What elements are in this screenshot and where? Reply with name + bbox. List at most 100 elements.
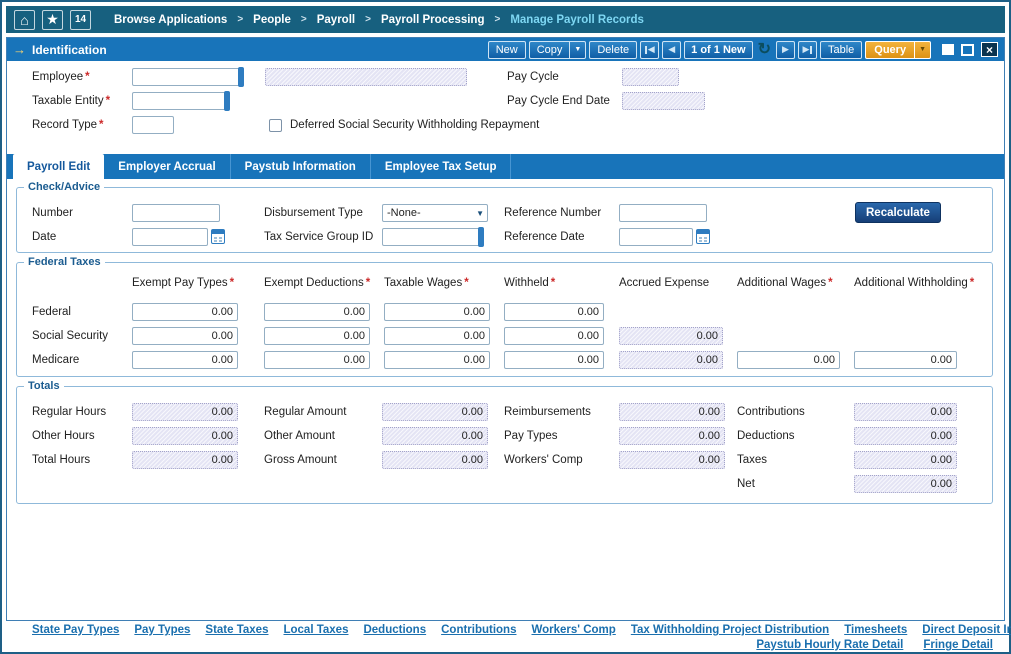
delete-button[interactable]: Delete: [589, 41, 637, 59]
copy-split-button: Copy ▼: [529, 41, 587, 59]
social-security-exempt-pay-types-input[interactable]: 0.00: [132, 327, 238, 345]
number-input[interactable]: [132, 204, 220, 222]
breadcrumb-item-current: Manage Payroll Records: [510, 14, 644, 26]
pay-cycle-field: [622, 68, 679, 86]
date-calendar-icon[interactable]: [211, 229, 225, 244]
medicare-additional-wages-input[interactable]: 0.00: [737, 351, 840, 369]
reference-date-input[interactable]: [619, 228, 693, 246]
medicare-withheld-input[interactable]: 0.00: [504, 351, 604, 369]
medicare-additional-withholding-input[interactable]: 0.00: [854, 351, 957, 369]
link-local-taxes[interactable]: Local Taxes: [283, 624, 348, 636]
taxable-entity-label: Taxable Entity*: [32, 92, 110, 110]
breadcrumb-item-payroll-processing[interactable]: Payroll Processing: [381, 14, 485, 26]
check-advice-section: Check/Advice Number Disbursement Type -N…: [16, 187, 993, 253]
number-label: Number: [32, 204, 73, 222]
close-icon[interactable]: ×: [981, 42, 998, 57]
copy-dropdown-icon[interactable]: ▼: [569, 41, 586, 59]
link-workers-comp[interactable]: Workers' Comp: [531, 624, 615, 636]
maximize-icon[interactable]: [961, 44, 974, 56]
breadcrumb-item-browse-applications[interactable]: Browse Applications: [114, 14, 227, 26]
social-security-taxable-wages-input[interactable]: 0.00: [384, 327, 490, 345]
tab-payroll-edit[interactable]: Payroll Edit: [13, 154, 104, 179]
federal-taxes-section: Federal Taxes Exempt Pay Types* Exempt D…: [16, 262, 993, 377]
tab-employer-accrual[interactable]: Employer Accrual: [104, 154, 230, 179]
link-state-taxes[interactable]: State Taxes: [205, 624, 268, 636]
gross-amount-label: Gross Amount: [264, 451, 337, 469]
link-timesheets[interactable]: Timesheets: [844, 624, 907, 636]
reference-number-input[interactable]: [619, 204, 707, 222]
totals-legend: Totals: [24, 380, 64, 392]
link-direct-deposit-information[interactable]: Direct Deposit Information: [922, 624, 1011, 636]
deferred-ss-withholding-label: Deferred Social Security Withholding Rep…: [290, 116, 539, 134]
medicare-exempt-deductions-input[interactable]: 0.00: [264, 351, 370, 369]
query-button[interactable]: Query: [865, 41, 914, 59]
header-accrued-expense: Accrued Expense: [619, 277, 709, 289]
deductions-field: 0.00: [854, 427, 957, 445]
deferred-ss-withholding-checkbox[interactable]: [269, 119, 282, 132]
previous-record-button[interactable]: ◀: [662, 41, 681, 59]
social-security-exempt-deductions-input[interactable]: 0.00: [264, 327, 370, 345]
header-exempt-pay-types: Exempt Pay Types*: [132, 277, 234, 289]
link-tax-withholding-project-distribution[interactable]: Tax Withholding Project Distribution: [631, 624, 829, 636]
minimize-icon[interactable]: [942, 44, 954, 55]
medicare-taxable-wages-input[interactable]: 0.00: [384, 351, 490, 369]
disbursement-type-label: Disbursement Type: [264, 204, 363, 222]
other-amount-label: Other Amount: [264, 427, 335, 445]
next-record-button[interactable]: ▶: [776, 41, 795, 59]
federal-taxable-wages-input[interactable]: 0.00: [384, 303, 490, 321]
federal-withheld-input[interactable]: 0.00: [504, 303, 604, 321]
table-button[interactable]: Table: [820, 41, 862, 59]
reimbursements-label: Reimbursements: [504, 403, 591, 421]
row-label-medicare: Medicare: [32, 351, 79, 369]
date-input[interactable]: [132, 228, 208, 246]
medicare-exempt-pay-types-input[interactable]: 0.00: [132, 351, 238, 369]
gross-amount-field: 0.00: [382, 451, 488, 469]
required-marker: *: [85, 71, 89, 83]
query-dropdown-icon[interactable]: ▼: [914, 41, 931, 59]
medicare-accrued-expense-field: 0.00: [619, 351, 723, 369]
new-button[interactable]: New: [488, 41, 526, 59]
link-contributions[interactable]: Contributions: [441, 624, 516, 636]
first-record-button[interactable]: ◀: [640, 41, 659, 59]
workers-comp-label: Workers' Comp: [504, 451, 583, 469]
identification-form: Employee* Pay Cycle Taxable Entity* Pay …: [7, 61, 1004, 154]
tab-paystub-information[interactable]: Paystub Information: [231, 154, 371, 179]
pay-cycle-end-date-label: Pay Cycle End Date: [507, 92, 610, 110]
breadcrumb-item-people[interactable]: People: [253, 14, 291, 26]
breadcrumb: Browse Applications > People > Payroll >…: [114, 14, 644, 26]
federal-exempt-deductions-input[interactable]: 0.00: [264, 303, 370, 321]
link-paystub-hourly-rate-detail[interactable]: Paystub Hourly Rate Detail: [756, 639, 903, 651]
tab-employee-tax-setup[interactable]: Employee Tax Setup: [371, 154, 512, 179]
favorites-star-icon[interactable]: ★: [42, 10, 63, 30]
form-panel: → Identification New Copy ▼ Delete ◀ ◀ 1…: [6, 37, 1005, 621]
related-links-row-1: State Pay Types Pay Types State Taxes Lo…: [32, 624, 1005, 636]
header-taxable-wages: Taxable Wages*: [384, 277, 469, 289]
total-hours-field: 0.00: [132, 451, 238, 469]
related-links-bar: State Pay Types Pay Types State Taxes Lo…: [6, 624, 1005, 651]
header-withheld: Withheld*: [504, 277, 555, 289]
refresh-icon[interactable]: ↻: [758, 42, 771, 58]
record-type-input[interactable]: [132, 116, 174, 134]
recalculate-button[interactable]: Recalculate: [855, 202, 941, 223]
social-security-withheld-input[interactable]: 0.00: [504, 327, 604, 345]
tax-service-group-id-input[interactable]: [382, 228, 484, 246]
disbursement-type-select[interactable]: -None- ▼: [382, 204, 488, 222]
last-record-button[interactable]: ▶: [798, 41, 817, 59]
link-deductions[interactable]: Deductions: [363, 624, 426, 636]
copy-button[interactable]: Copy: [529, 41, 570, 59]
employee-label: Employee*: [32, 68, 90, 86]
regular-hours-field: 0.00: [132, 403, 238, 421]
link-fringe-detail[interactable]: Fringe Detail: [923, 639, 993, 651]
link-pay-types[interactable]: Pay Types: [134, 624, 190, 636]
link-state-pay-types[interactable]: State Pay Types: [32, 624, 119, 636]
total-hours-label: Total Hours: [32, 451, 90, 469]
home-icon[interactable]: ⌂: [14, 10, 35, 30]
identification-toolbar: → Identification New Copy ▼ Delete ◀ ◀ 1…: [7, 38, 1004, 61]
reference-date-calendar-icon[interactable]: [696, 229, 710, 244]
breadcrumb-item-payroll[interactable]: Payroll: [317, 14, 355, 26]
calendar-date-icon[interactable]: 14: [70, 10, 91, 30]
federal-exempt-pay-types-input[interactable]: 0.00: [132, 303, 238, 321]
employee-input[interactable]: [132, 68, 244, 86]
taxable-entity-input[interactable]: [132, 92, 230, 110]
breadcrumb-separator: >: [365, 14, 371, 25]
